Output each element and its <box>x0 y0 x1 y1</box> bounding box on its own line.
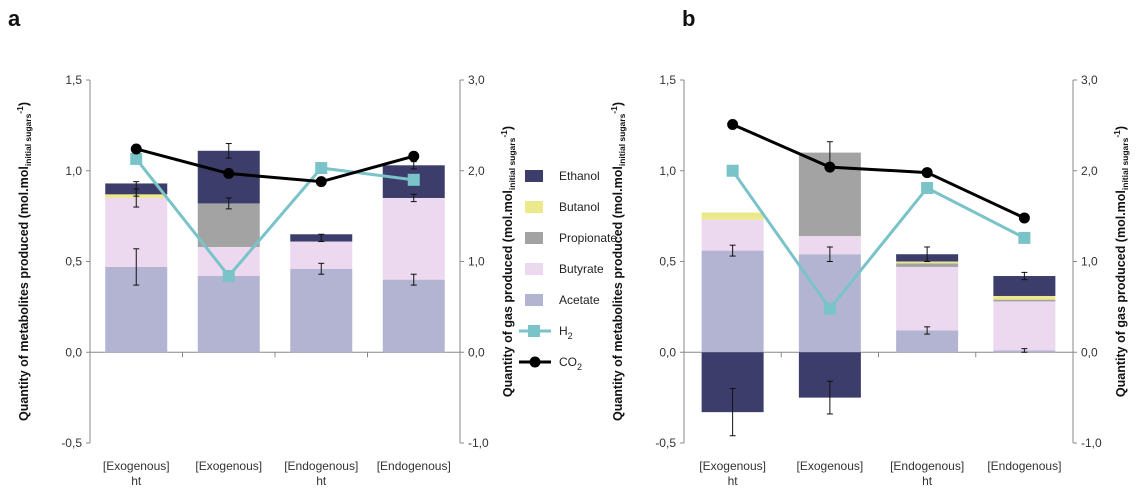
marker-h2 <box>222 270 235 283</box>
legend-swatch-butanol <box>525 201 543 213</box>
y-axis-title-left: Quantity of metabolites produced (mol.mo… <box>15 102 33 421</box>
bar-segment-butyrate <box>382 197 445 280</box>
line-h2 <box>731 169 1026 312</box>
legend-marker-h2 <box>528 325 540 337</box>
marker-co2 <box>824 161 836 173</box>
y-tick-label: 0,0 <box>65 345 82 359</box>
panel-label-b: b <box>682 6 695 31</box>
y2-tick-label: 3,0 <box>468 73 485 87</box>
y2-tick-label: -1,0 <box>468 436 489 450</box>
legend-swatch-acetate <box>525 294 543 306</box>
bar-segment-acetate <box>701 250 764 353</box>
bar-segment-butyrate <box>798 236 861 255</box>
bar-segment-ethanol <box>993 276 1056 296</box>
line-co2 <box>135 147 415 184</box>
x-tick-label: ht <box>728 474 739 488</box>
legend-swatch-ethanol <box>525 170 543 182</box>
y-tick-label: 1,0 <box>65 164 82 178</box>
y-axis-title-left: Quantity of metabolites produced (mol.mo… <box>609 102 627 421</box>
y-tick-label: -0,5 <box>655 436 676 450</box>
marker-h2 <box>1018 231 1031 244</box>
x-tick-label: ht <box>922 474 933 488</box>
legend-label-butyrate: Butyrate <box>559 262 604 276</box>
marker-h2 <box>921 181 934 194</box>
legend-label-butanol: Butanol <box>559 200 600 214</box>
y2-tick-label: 2,0 <box>468 164 485 178</box>
y2-tick-label: 3,0 <box>1081 73 1098 87</box>
panel-label-a: a <box>8 6 21 31</box>
bar-segment-acetate <box>896 330 959 353</box>
marker-co2 <box>921 167 933 179</box>
bar-segment-acetate <box>382 279 445 353</box>
bar-segment-butanol <box>896 261 959 264</box>
legend-marker-co2 <box>529 356 541 368</box>
y-tick-label: 1,0 <box>659 164 676 178</box>
x-tick-label: [Exogenous] <box>103 459 170 473</box>
y-axis-title-right: Quantity of gas produced (mol.molinitial… <box>1112 126 1130 397</box>
legend: Ethanol Butanol Propionate Butyrate Acetate H… <box>519 169 617 372</box>
y2-tick-label: 1,0 <box>1081 255 1098 269</box>
x-tick-label: [Endogenous] <box>890 459 964 473</box>
marker-co2 <box>130 143 142 155</box>
y-axis-title-right: Quantity of gas produced (mol.molinitial… <box>499 126 517 397</box>
x-tick-label: [Exogenous] <box>195 459 262 473</box>
marker-h2 <box>823 302 836 315</box>
legend-label-propionate: Propionate <box>559 231 617 245</box>
x-tick-label: [Endogenous] <box>284 459 358 473</box>
legend-swatch-propionate <box>525 232 543 244</box>
y-tick-label: 1,5 <box>65 73 82 87</box>
x-tick-label: [Endogenous] <box>377 459 451 473</box>
y2-tick-label: 1,0 <box>468 255 485 269</box>
y2-tick-label: 0,0 <box>468 345 485 359</box>
bar-segment-butyrate <box>993 301 1056 351</box>
legend-label-co2: CO2 <box>559 355 582 372</box>
legend-label-h2: H2 <box>559 324 573 341</box>
marker-h2 <box>130 152 143 165</box>
x-tick-label: ht <box>316 474 327 488</box>
marker-h2 <box>726 164 739 177</box>
x-tick-label: [Exogenous] <box>797 459 864 473</box>
bar-segment-acetate <box>290 268 353 353</box>
bar-segment-butanol <box>993 295 1056 300</box>
y-tick-label: 0,5 <box>659 255 676 269</box>
legend-swatch-butyrate <box>525 263 543 275</box>
marker-co2 <box>223 167 235 179</box>
x-tick-label: [Endogenous] <box>987 459 1061 473</box>
bar-segment-acetate <box>197 276 260 353</box>
y2-tick-label: 2,0 <box>1081 164 1098 178</box>
chart-panel-b: -0,5 0,0 0,5 1,0 1,5 -1,0 0,0 1,0 2,0 3,0 [Exogeno… <box>609 73 1130 488</box>
y-tick-label: 0,0 <box>659 345 676 359</box>
legend-label-acetate: Acetate <box>559 293 600 307</box>
bar-segment-butanol <box>701 212 764 220</box>
bar-segment-propionate <box>993 299 1056 302</box>
chart-panel-a: -0,5 0,0 0,5 1,0 1,5 -1,0 0,0 1,0 2,0 3,0 [Exogeno… <box>15 73 517 488</box>
y2-tick-label: 0,0 <box>1081 345 1098 359</box>
y-tick-label: -0,5 <box>61 436 82 450</box>
line-h2 <box>135 158 414 279</box>
y-tick-label: 1,5 <box>659 73 676 87</box>
y-tick-label: 0,5 <box>65 255 82 269</box>
line-co2 <box>732 123 1026 220</box>
marker-co2 <box>1018 212 1030 224</box>
marker-co2 <box>408 150 420 162</box>
marker-h2 <box>407 173 420 186</box>
marker-h2 <box>315 162 328 175</box>
bar-segment-butyrate <box>896 266 959 331</box>
x-tick-label: ht <box>131 474 142 488</box>
legend-label-ethanol: Ethanol <box>559 169 600 183</box>
x-tick-label: [Exogenous] <box>699 459 766 473</box>
marker-co2 <box>727 118 739 130</box>
bar-segment-propionate <box>896 263 959 267</box>
y2-tick-label: -1,0 <box>1081 436 1102 450</box>
marker-co2 <box>315 176 327 188</box>
bar-segment-propionate <box>197 203 260 247</box>
